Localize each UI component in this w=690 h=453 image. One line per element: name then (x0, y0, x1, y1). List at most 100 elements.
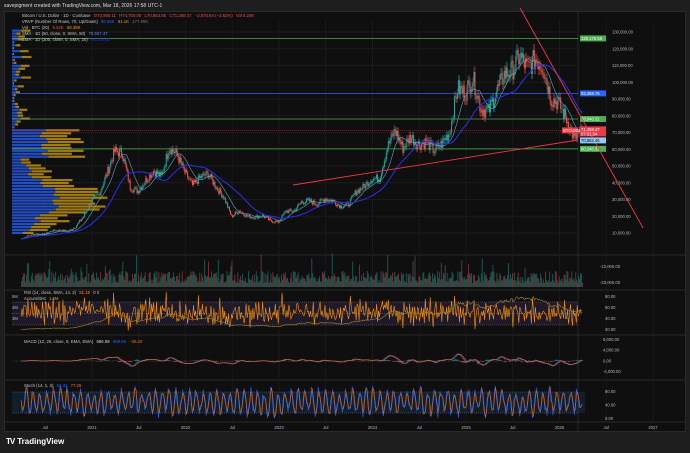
volume-bar (107, 280, 109, 287)
candle-body (311, 202, 313, 205)
vrvp-total: 177.96K (132, 19, 149, 24)
candle-body (525, 58, 527, 69)
candle-body (328, 200, 330, 202)
volume-bar (233, 279, 235, 287)
vrvp-down-bar (20, 50, 29, 53)
volume-bar (313, 278, 315, 287)
volume-bar (482, 281, 484, 287)
volume-bar (419, 277, 421, 287)
candle-body (509, 75, 511, 78)
candle-body (435, 144, 437, 152)
candle-body (303, 202, 305, 205)
volume-bar (554, 271, 556, 287)
vrvp-up-bar (12, 138, 47, 141)
symbol-tag-label: BTCUSD (563, 128, 580, 133)
candle-body (448, 134, 450, 141)
volume-bar (71, 272, 73, 287)
volume-bar (429, 272, 431, 287)
vrvp-up-bar (12, 146, 42, 149)
volume-bar (174, 277, 175, 287)
volume-bar (411, 276, 413, 287)
volume-bar (338, 277, 340, 287)
volume-bar (401, 275, 403, 287)
candle-body (31, 234, 33, 236)
volume-bar (354, 281, 356, 287)
volume-bar (32, 279, 34, 287)
volume-bar (246, 282, 247, 287)
volume-bar (92, 274, 94, 287)
volume-bar (294, 271, 296, 287)
candle-body (225, 198, 227, 204)
macd-hist-bar (469, 359, 471, 361)
candle-body (546, 78, 548, 86)
candle-body (112, 160, 114, 162)
volume-bar (151, 282, 153, 287)
macd-hist-bar (402, 361, 404, 362)
last-price-label: 71,258.47 (581, 127, 600, 132)
volume-bar (335, 281, 337, 287)
candle-body (117, 152, 119, 157)
volume-bar (88, 273, 90, 287)
volume-bar (282, 279, 284, 287)
volume-bar (562, 282, 564, 287)
candle-body (211, 174, 213, 179)
volume-bar (249, 280, 251, 287)
volume-bar (409, 273, 411, 287)
volume-value: 6.24K (52, 25, 64, 30)
volume-bar (349, 281, 351, 287)
candle-body (574, 133, 576, 137)
candle-body (198, 175, 200, 178)
volume-bar (343, 274, 345, 287)
candle-body (227, 202, 229, 208)
tradingview-brand[interactable]: TV TradingView (6, 437, 64, 446)
candle-body (86, 210, 88, 212)
y-tick-label: 90,000.00 (612, 97, 631, 102)
volume-bar (551, 273, 553, 287)
stoch-axis-label: 80.00 (605, 389, 616, 394)
volume-bar (488, 280, 490, 287)
volume-bar (366, 271, 368, 287)
candle-body (347, 202, 349, 207)
volume-bar (575, 272, 577, 287)
volume-bar (432, 272, 434, 287)
candle-body (278, 221, 280, 223)
macd-hist-bar (105, 360, 107, 361)
symbol-label: Bitcoin / U.S. Dollar · 1D · Coinbase (22, 13, 91, 18)
volume-bar (53, 273, 55, 287)
candle-body (126, 168, 128, 172)
vrvp-up-bar (12, 231, 23, 234)
volume-bar (188, 275, 190, 287)
candle-body (218, 190, 220, 194)
volume-bar (203, 281, 205, 287)
volume-bar (341, 271, 343, 287)
candle-body (572, 132, 574, 139)
volume-bar (541, 277, 543, 287)
macd-label: MACD (12, 26, close, 9, EMA, EMA) (24, 339, 94, 344)
volume-bar (115, 282, 117, 287)
macd-hist-bar (550, 361, 552, 362)
stoch-d: 77.29 (70, 383, 82, 388)
volume-bar (365, 278, 367, 287)
candle-body (144, 183, 146, 186)
volume-bar (544, 282, 546, 287)
rsi-label: RSI (14, close, SMA, 14, 2) (24, 290, 77, 295)
vrvp-up-bar (12, 220, 41, 223)
vrvp-down-bar (48, 155, 85, 158)
volume-bar (205, 275, 207, 287)
volume-bar (194, 274, 196, 287)
volume-bar (498, 281, 500, 287)
volume-bar (271, 282, 273, 287)
vrvp-down-bar (43, 184, 75, 188)
volume-bar (444, 265, 446, 287)
candle-body (373, 178, 375, 181)
candle-body (542, 72, 544, 75)
macd-hist-bar (352, 360, 354, 361)
candle-body (192, 180, 194, 185)
volume-bar (573, 278, 575, 287)
candle-body (194, 179, 196, 183)
volume-bar (510, 274, 511, 287)
volume-bar (566, 271, 568, 287)
macd-hist-bar (456, 359, 458, 361)
candle-body (283, 212, 285, 215)
